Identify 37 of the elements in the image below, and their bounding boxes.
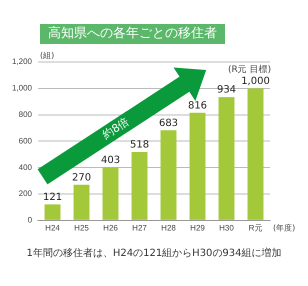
chart-title: 高知県への各年ごとの移住者 — [40, 24, 225, 44]
bar — [102, 167, 118, 220]
bar — [160, 130, 176, 220]
y-tick-label: 600 — [18, 136, 33, 146]
y-tick-label: 1,000 — [12, 84, 33, 93]
data-label: 403 — [100, 154, 120, 166]
data-label: 683 — [158, 118, 178, 129]
bar — [248, 88, 264, 220]
x-tick-label: H24 — [45, 223, 60, 232]
bar — [218, 97, 234, 220]
x-tick-label: H28 — [161, 223, 176, 232]
x-axis-title: (年度) — [273, 223, 296, 232]
x-tick-label: H25 — [74, 223, 90, 232]
annotation: 約8倍 — [100, 114, 132, 142]
data-label: 1,000 — [241, 76, 270, 87]
data-label: 934 — [216, 84, 236, 96]
x-tick-label: H29 — [190, 223, 206, 232]
bar — [132, 152, 148, 220]
text: 1年間の移住者は、H24の121組からH30の934組に増加 — [25, 246, 283, 260]
data-label: 518 — [130, 140, 150, 151]
bar — [190, 112, 206, 220]
data-label: 270 — [72, 172, 92, 184]
bar — [44, 204, 60, 220]
x-tick-label: H26 — [103, 223, 118, 232]
y-tick-label: 1,200 — [12, 57, 33, 66]
annotation: (R元 目標) — [228, 64, 272, 76]
y-tick-label: 800 — [18, 110, 33, 120]
y-tick-label: 200 — [18, 189, 33, 198]
x-tick-label: R元 — [248, 223, 262, 232]
y-axis-title: (組) — [40, 51, 54, 60]
y-tick-label: 400 — [18, 162, 33, 172]
data-label: 816 — [188, 100, 208, 112]
data-label: 121 — [42, 192, 62, 204]
x-tick-label: H30 — [219, 223, 234, 232]
x-tick-label: H27 — [132, 223, 148, 232]
y-tick-label: 0 — [28, 216, 33, 225]
bar — [74, 184, 90, 220]
